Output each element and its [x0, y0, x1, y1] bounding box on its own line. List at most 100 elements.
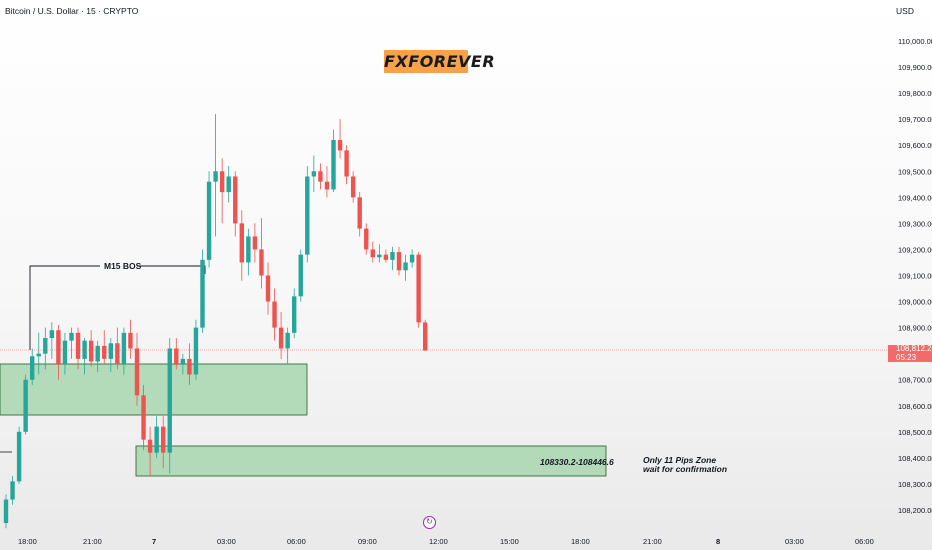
- candle: [252, 223, 258, 263]
- y-tick-label: 108,300.00: [898, 480, 932, 489]
- candle: [16, 426, 22, 484]
- x-tick-label: 18:00: [571, 537, 590, 546]
- candle: [30, 348, 35, 385]
- y-tick-label: 110,000.00: [898, 37, 932, 46]
- candle: [121, 327, 127, 375]
- y-tick-label: 109,100.00: [898, 272, 932, 281]
- candle: [62, 332, 68, 375]
- y-axis[interactable]: 110,000.00 109,900.00 109,800.00 109,700.00…: [898, 37, 932, 515]
- x-tick-label: 15:00: [500, 537, 519, 546]
- y-tick-label: 109,500.00: [898, 167, 932, 176]
- candle: [364, 223, 369, 255]
- candle: [115, 327, 120, 370]
- candle: [213, 113, 218, 237]
- candles-layer: [3, 113, 428, 529]
- y-tick-label: 109,300.00: [898, 219, 932, 228]
- candle: [350, 171, 356, 203]
- x-tick-label: 12:00: [429, 537, 448, 546]
- symbol-title: Bitcoin / U.S. Dollar · 15 · CRYPTO: [5, 6, 139, 16]
- y-tick-label: 109,200.00: [898, 245, 932, 254]
- candle: [416, 252, 421, 328]
- zone-note-line-2: wait for confirmation: [643, 464, 728, 474]
- candle: [23, 374, 28, 435]
- x-tick-label: 06:00: [855, 537, 874, 546]
- zone-note: Only 11 Pips Zone wait for confirmation: [643, 456, 727, 474]
- candle: [167, 338, 172, 474]
- y-tick-label: 108,200.00: [898, 506, 932, 515]
- x-tick-label: 8: [716, 537, 720, 546]
- candle: [311, 155, 317, 193]
- y-tick-label: 109,400.00: [898, 193, 932, 202]
- x-axis[interactable]: 18:00 21:00 7 03:00 06:00 09:00 12:00 15:00 18:0…: [18, 537, 874, 546]
- candle: [200, 249, 205, 333]
- candle: [246, 228, 251, 276]
- candle: [75, 327, 81, 370]
- x-tick-label: 03:00: [217, 537, 236, 546]
- candle: [390, 246, 395, 271]
- candle: [108, 338, 113, 372]
- candle: [285, 327, 290, 365]
- candle: [49, 322, 55, 359]
- candle: [305, 166, 310, 263]
- y-tick-label: 109,600.00: [898, 141, 932, 150]
- y-tick-label: 109,800.00: [898, 89, 932, 98]
- candle: [292, 288, 297, 339]
- candle: [134, 332, 140, 406]
- candle: [161, 416, 166, 469]
- candle: [128, 319, 133, 359]
- candle: [370, 241, 375, 263]
- y-tick-label: 108,700.00: [898, 376, 932, 385]
- candle: [278, 311, 284, 359]
- candle: [226, 166, 231, 203]
- candle: [95, 340, 100, 372]
- candle: [193, 319, 199, 380]
- zone-range-label: 108330.2-108446.6: [540, 457, 614, 467]
- demand-zone-upper: [0, 363, 308, 416]
- y-tick-label: 109,900.00: [898, 63, 932, 72]
- x-tick-label: 09:00: [358, 537, 377, 546]
- candle: [259, 218, 264, 289]
- candle: [383, 249, 389, 263]
- current-price-tag[interactable]: 108,812.26 05:23: [888, 344, 932, 362]
- candle: [272, 288, 277, 341]
- candle: [318, 163, 323, 190]
- y-tick-label: 109,000.00: [898, 298, 932, 307]
- y-tick-label: 108,600.00: [898, 402, 932, 411]
- candle: [331, 129, 336, 193]
- candle: [10, 476, 15, 505]
- demand-zone-lower: [135, 445, 607, 477]
- candle: [409, 249, 415, 268]
- x-tick-label: 21:00: [643, 537, 662, 546]
- candle: [396, 246, 402, 276]
- candle: [102, 330, 107, 365]
- y-tick-label: 108,900.00: [898, 324, 932, 333]
- candle: [82, 338, 87, 375]
- candle: [423, 319, 428, 352]
- x-tick-label: 18:00: [18, 537, 37, 546]
- candle: [69, 327, 74, 359]
- candle: [233, 171, 238, 237]
- candle: [174, 338, 179, 370]
- candle: [36, 332, 41, 375]
- candle: [337, 119, 343, 159]
- candle: [154, 416, 159, 458]
- replay-icon[interactable]: ↻: [423, 516, 436, 529]
- y-tick-label: 109,700.00: [898, 115, 932, 124]
- candle: [219, 158, 225, 224]
- brand-label: FXFOREVER: [384, 50, 496, 73]
- x-tick-label: 06:00: [287, 537, 306, 546]
- candle: [43, 327, 48, 370]
- candle: [357, 192, 362, 237]
- candle: [56, 325, 61, 380]
- bos-line: [29, 265, 206, 350]
- candle: [344, 145, 349, 185]
- x-tick-label: 7: [152, 537, 156, 546]
- x-tick-label: 03:00: [785, 537, 804, 546]
- candle: [187, 343, 192, 385]
- zone-note-line-1: Only 11 Pips Zone: [643, 455, 717, 465]
- bos-label: M15 BOS: [104, 261, 142, 271]
- candle: [206, 171, 212, 268]
- candle: [324, 166, 330, 198]
- currency-label[interactable]: USD: [896, 6, 914, 16]
